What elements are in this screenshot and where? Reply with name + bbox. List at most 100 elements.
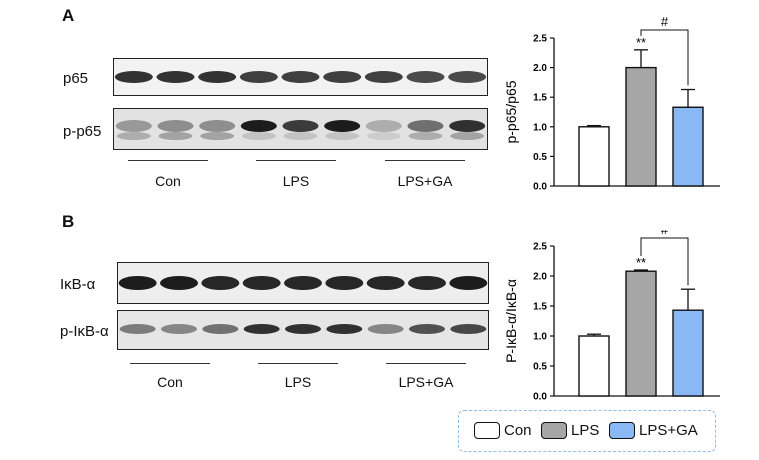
- row-label-p-p65: p-p65: [63, 123, 102, 140]
- bar: [625, 66, 657, 187]
- group-label-con-b: Con: [157, 374, 183, 390]
- significance-stars: **: [636, 35, 646, 50]
- blot-band: [160, 276, 198, 290]
- group-label-con: Con: [155, 173, 181, 189]
- panel-letter-a: A: [62, 6, 75, 25]
- blot-band: [282, 120, 319, 132]
- blot-band: [448, 71, 487, 83]
- bar: [672, 106, 704, 187]
- blot-band: [158, 132, 193, 140]
- y-tick-label: 2.5: [533, 242, 547, 253]
- legend-label-con: Con: [504, 422, 532, 439]
- blot-band: [119, 324, 156, 334]
- blot-band: [364, 71, 403, 83]
- y-tick-label: 0.5: [533, 152, 547, 163]
- blot-band: [323, 71, 362, 83]
- blot-band: [283, 132, 318, 140]
- blot-band: [407, 120, 444, 132]
- blot-band: [240, 120, 277, 132]
- blot-band: [281, 71, 320, 83]
- group-line-lps-ga-b: [386, 363, 466, 364]
- blot-band: [325, 132, 360, 140]
- y-axis-label: P-IκB-α/IκB-α: [503, 279, 519, 363]
- blot-band: [157, 120, 194, 132]
- blot-band: [201, 276, 240, 290]
- blot-band: [285, 324, 321, 334]
- group-label-lps-b: LPS: [284, 374, 312, 390]
- blot-band: [325, 276, 364, 290]
- blot-band: [161, 324, 197, 334]
- y-tick-label: 0.0: [533, 182, 547, 193]
- blot-band: [199, 120, 236, 132]
- bar-chart-p-ikb: 0.0 0.5 1.0 1.5 2.0 2.5 P-IκB-α/IκB-α ** #: [503, 230, 720, 403]
- row-label-p-ikb: p-IκB-α: [60, 323, 109, 340]
- blot-band: [202, 324, 239, 334]
- legend-item-lps-ga: LPS+GA: [609, 422, 698, 439]
- y-axis-label: p-p65/p65: [503, 80, 519, 143]
- blot-band: [116, 132, 151, 140]
- row-label-p65: p65: [63, 70, 89, 87]
- group-label-lps-ga: LPS+GA: [397, 173, 453, 189]
- significance-hash: #: [661, 230, 669, 237]
- comparison-bracket: [640, 237, 689, 286]
- y-tick-label: 0.5: [533, 362, 547, 373]
- blot-band: [366, 132, 401, 140]
- blot-band: [198, 71, 237, 83]
- blot-band: [366, 276, 405, 290]
- legend-label-lps: LPS: [571, 422, 600, 439]
- blot-band: [242, 276, 281, 290]
- legend-item-lps: LPS: [541, 422, 599, 439]
- legend: Con LPS LPS+GA: [458, 410, 716, 452]
- blot-p-ikb: [117, 310, 489, 350]
- blot-band: [324, 120, 361, 132]
- blot-band: [239, 71, 278, 83]
- blot-p65: [113, 58, 488, 96]
- legend-item-con: Con: [474, 422, 532, 439]
- panel-letter-b: B: [62, 212, 75, 231]
- y-tick-label: 2.5: [533, 34, 547, 45]
- y-tick-label: 1.0: [533, 332, 547, 343]
- legend-swatch-lps: [541, 422, 567, 439]
- significance-hash: #: [661, 14, 669, 29]
- blot-band: [406, 71, 445, 83]
- blot-band: [367, 324, 404, 334]
- blot-band: [118, 276, 157, 290]
- bar: [625, 270, 657, 397]
- blot-band: [156, 71, 195, 83]
- group-line-con: [128, 160, 208, 161]
- legend-swatch-con: [474, 422, 500, 439]
- bar: [672, 309, 704, 397]
- group-line-lps-b: [258, 363, 338, 364]
- group-line-lps-ga: [385, 160, 465, 161]
- group-label-lps: LPS: [282, 173, 310, 189]
- y-tick-label: 1.5: [533, 93, 547, 104]
- y-tick-label: 1.0: [533, 122, 547, 133]
- group-line-lps: [256, 160, 336, 161]
- legend-swatch-lps-ga: [609, 422, 635, 439]
- y-tick-label: 0.0: [533, 392, 547, 403]
- bar: [578, 335, 610, 397]
- legend-label-lps-ga: LPS+GA: [639, 422, 698, 439]
- blot-band: [243, 324, 280, 334]
- blot-band: [449, 276, 488, 290]
- blot-band: [449, 120, 486, 132]
- blot-band: [200, 132, 235, 140]
- y-tick-label: 2.0: [533, 63, 547, 74]
- bar-chart-p-p65: 0.0 0.5 1.0 1.5 2.0 2.5 p-p65/p65 ** #: [503, 14, 720, 193]
- blot-band: [408, 276, 446, 290]
- y-tick-label: 2.0: [533, 272, 547, 283]
- blot-band: [450, 132, 485, 140]
- comparison-bracket: [640, 29, 689, 86]
- blot-p-p65: [113, 108, 488, 150]
- significance-stars: **: [636, 255, 646, 270]
- blot-band: [284, 276, 322, 290]
- blot-band: [241, 132, 276, 140]
- blot-band: [409, 324, 445, 334]
- blot-ikb: [117, 262, 489, 304]
- y-tick-label: 1.5: [533, 302, 547, 313]
- blot-band: [450, 324, 487, 334]
- blot-band: [408, 132, 443, 140]
- group-line-con-b: [130, 363, 210, 364]
- row-label-ikb: IκB-α: [60, 276, 96, 293]
- bar: [578, 126, 610, 187]
